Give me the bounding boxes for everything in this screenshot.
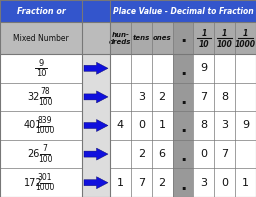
- Text: 1: 1: [117, 178, 124, 188]
- Bar: [0, 22, 82, 54]
- Text: 1: 1: [159, 121, 166, 130]
- Text: 8: 8: [200, 121, 207, 130]
- Bar: [0, 54, 82, 197]
- Text: 9: 9: [242, 121, 249, 130]
- Polygon shape: [84, 91, 108, 103]
- Bar: [82, 22, 110, 54]
- Text: 0: 0: [221, 178, 228, 188]
- Bar: [194, 22, 214, 54]
- Text: 3: 3: [138, 92, 145, 102]
- Polygon shape: [84, 62, 108, 74]
- Text: 100: 100: [217, 40, 233, 48]
- Text: 100: 100: [38, 155, 52, 164]
- Text: 9: 9: [200, 63, 207, 73]
- Text: Place Value - Decimal to Fraction: Place Value - Decimal to Fraction: [113, 7, 253, 16]
- Text: 1000: 1000: [235, 40, 256, 48]
- Text: 172: 172: [24, 178, 42, 188]
- Text: ones: ones: [153, 35, 172, 41]
- Text: .: .: [180, 119, 186, 137]
- Text: 1: 1: [242, 178, 249, 188]
- Text: 301: 301: [38, 173, 52, 182]
- Text: .: .: [180, 61, 186, 79]
- Bar: [110, 54, 256, 197]
- Polygon shape: [84, 120, 108, 132]
- Bar: [235, 22, 256, 54]
- Bar: [110, 0, 256, 22]
- Text: 2: 2: [158, 178, 166, 188]
- Bar: [214, 22, 235, 54]
- Bar: [173, 54, 194, 197]
- Text: 9: 9: [38, 59, 44, 68]
- Text: 2: 2: [158, 92, 166, 102]
- Bar: [173, 22, 194, 54]
- Bar: [82, 0, 110, 22]
- Text: 10: 10: [36, 69, 46, 78]
- Text: tens: tens: [133, 35, 150, 41]
- Text: 7: 7: [221, 149, 228, 159]
- Text: .: .: [180, 147, 186, 165]
- Text: .: .: [180, 176, 186, 194]
- Text: Fraction or: Fraction or: [17, 7, 66, 16]
- Text: 401: 401: [24, 121, 42, 130]
- Text: 7: 7: [138, 178, 145, 188]
- Text: 8: 8: [221, 92, 228, 102]
- Bar: [82, 54, 110, 197]
- Text: 1000: 1000: [35, 183, 55, 192]
- Text: 3: 3: [200, 178, 207, 188]
- Text: 100: 100: [38, 98, 52, 107]
- Text: 3: 3: [221, 121, 228, 130]
- Text: 32: 32: [27, 92, 39, 102]
- Text: 0: 0: [138, 121, 145, 130]
- Bar: [152, 22, 173, 54]
- Text: Mixed Number: Mixed Number: [13, 33, 69, 43]
- Text: ·: ·: [180, 33, 186, 51]
- Text: 0: 0: [200, 149, 207, 159]
- Polygon shape: [84, 177, 108, 189]
- Text: 6: 6: [159, 149, 166, 159]
- Bar: [0, 0, 82, 22]
- Bar: [131, 22, 152, 54]
- Text: 4: 4: [117, 121, 124, 130]
- Text: 1000: 1000: [35, 126, 55, 135]
- Text: 78: 78: [40, 87, 50, 96]
- Text: 839: 839: [38, 116, 52, 125]
- Bar: [173, 54, 194, 197]
- Bar: [110, 22, 131, 54]
- Text: .: .: [180, 90, 186, 108]
- Text: 7: 7: [42, 144, 47, 153]
- Polygon shape: [84, 148, 108, 160]
- Text: 1: 1: [243, 29, 248, 37]
- Text: 2: 2: [138, 149, 145, 159]
- Text: 26: 26: [27, 149, 39, 159]
- Text: hun-
dreds: hun- dreds: [109, 32, 132, 45]
- Text: 1: 1: [222, 29, 227, 37]
- Text: 1: 1: [201, 29, 207, 37]
- Text: 7: 7: [200, 92, 207, 102]
- Text: 10: 10: [199, 40, 209, 48]
